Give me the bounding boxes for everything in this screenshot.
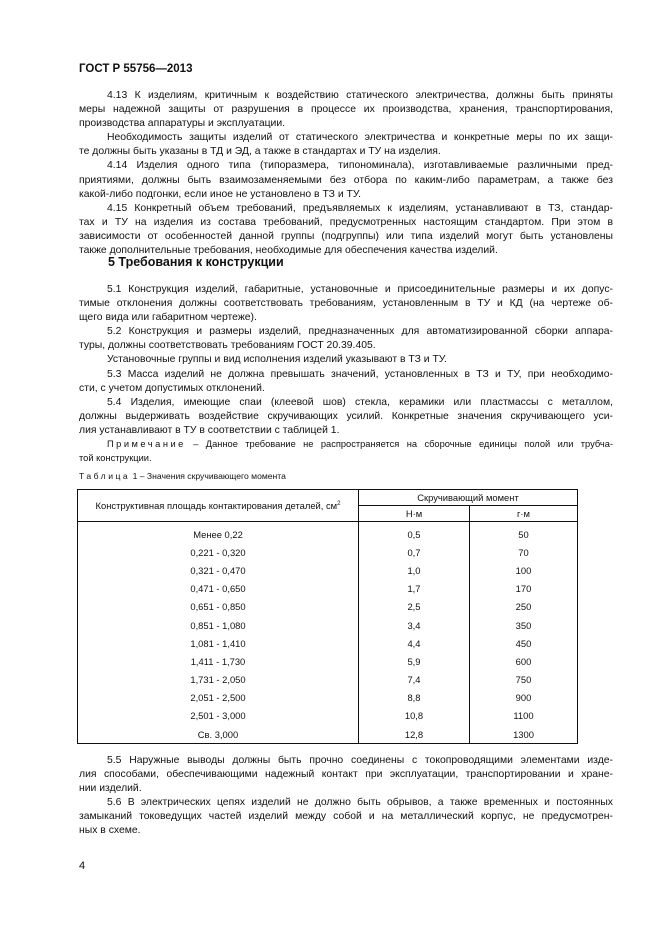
paragraph-line: сти, с учетом допустимых отклонений. <box>79 382 265 394</box>
paragraph-line: должны выдерживать воздействие скручиваю… <box>79 410 613 422</box>
col-area-header: Конструктивная площадь контактирования д… <box>77 489 359 522</box>
paragraph-line: туры, должны соответствовать требованиям… <box>79 340 376 352</box>
paragraph-line: щего вида или габаритном чертеже). <box>79 312 257 324</box>
torque-nm-cell: 0,5 <box>358 521 470 544</box>
torque-gm-cell: 250 <box>469 597 578 616</box>
torque-nm-cell: 0,7 <box>358 543 470 562</box>
section-5-continued: 5.5 Наружные выводы должны быть прочно с… <box>79 754 613 839</box>
note-label: Примечание <box>107 439 186 449</box>
torque-gm-cell: 350 <box>469 615 578 635</box>
torque-gm-cell: 1300 <box>469 725 578 745</box>
paragraph-line: также дополнительные требования, необход… <box>79 245 498 257</box>
paragraph-line: 4.15 Конкретный объем требований, предъя… <box>107 202 613 214</box>
table-row: Менее 0,22 0,5 50 <box>77 521 578 544</box>
paragraph-line: 5.5 Наружные выводы должны быть прочно с… <box>107 755 613 766</box>
table-row: Св. 3,000 12,8 1300 <box>77 725 578 745</box>
torque-nm-cell: 7,4 <box>358 670 470 689</box>
paragraph-line: лия способами, обеспечивающими надежный … <box>79 769 613 781</box>
torque-nm-cell: 4,4 <box>358 634 470 653</box>
area-cell: 1,081 - 1,410 <box>77 634 359 653</box>
paragraph-line: 5.3 Масса изделий не должна превышать зн… <box>107 368 613 380</box>
paragraph-line: 4.13 К изделиям, критичным к воздействию… <box>107 90 613 101</box>
torque-gm-cell: 70 <box>469 543 578 562</box>
paragraph-line: лия устанавливают в ТУ в соответствии с … <box>79 424 340 436</box>
area-cell: Менее 0,22 <box>77 521 359 544</box>
paragraph-line: ных в схеме. <box>79 825 141 837</box>
document-header: ГОСТ Р 55756—2013 <box>79 63 193 75</box>
note: Примечание – Данное требование не распро… <box>79 437 613 465</box>
note-line: Примечание – Данное требование не распро… <box>107 439 613 449</box>
paragraph-line: тимые отклонения должны соответствовать … <box>79 298 613 310</box>
paragraph-line: 5.6 В электрических цепях изделий не дол… <box>107 797 613 809</box>
area-cell: 1,411 - 1,730 <box>77 652 359 671</box>
paragraph-line: Необходимость защиты изделий от статичес… <box>107 132 613 144</box>
section-5-text: 5.1 Конструкция изделий, габаритные, уст… <box>79 283 613 438</box>
section-5-heading: 5 Требования к конструкции <box>108 255 284 269</box>
table-row: 1,731 - 2,050 7,4 750 <box>77 670 578 689</box>
torque-gm-cell: 170 <box>469 579 578 598</box>
table-caption: Таблица 1 – Значения скручивающего момен… <box>79 471 286 481</box>
torque-gm-cell: 750 <box>469 670 578 689</box>
table-row: 0,221 - 0,320 0,7 70 <box>77 543 578 562</box>
area-cell: 0,651 - 0,850 <box>77 597 359 616</box>
table-row: 2,501 - 3,000 10,8 1100 <box>77 706 578 726</box>
paragraph-line: Установочные группы и вид исполнения изд… <box>107 354 447 366</box>
col-group-header: Скручивающий момент <box>358 489 578 506</box>
torque-gm-cell: 900 <box>469 688 578 707</box>
area-cell: Св. 3,000 <box>77 725 359 745</box>
area-cell: 0,321 - 0,470 <box>77 561 359 580</box>
note-line: той конструкции. <box>79 453 152 464</box>
paragraph-line: нии изделий. <box>79 783 142 795</box>
area-cell: 2,501 - 3,000 <box>77 706 359 726</box>
paragraph-line: зависимости от особенностей данной групп… <box>79 230 613 242</box>
section-4-text: 4.13 К изделиям, критичным к воздействию… <box>79 89 613 258</box>
table-row: 0,651 - 0,850 2,5 250 <box>77 597 578 616</box>
paragraph-line: те должны быть указаны в ТД и ЭД, а такж… <box>79 146 441 158</box>
table-row: 0,471 - 0,650 1,7 170 <box>77 579 578 598</box>
torque-nm-cell: 8,8 <box>358 688 470 707</box>
torque-nm-cell: 1,7 <box>358 579 470 598</box>
col-gm-header: г·м <box>469 505 578 522</box>
torque-gm-cell: 100 <box>469 561 578 580</box>
page-number: 4 <box>79 860 86 872</box>
paragraph-line: производства аппаратуры и эксплуатации. <box>79 118 286 130</box>
torque-nm-cell: 2,5 <box>358 597 470 616</box>
paragraph-line: 5.1 Конструкция изделий, габаритные, уст… <box>107 284 613 295</box>
area-cell: 0,221 - 0,320 <box>77 543 359 562</box>
torque-table: Конструктивная площадь контактирования д… <box>77 489 578 745</box>
torque-nm-cell: 10,8 <box>358 706 470 726</box>
table-row: 1,411 - 1,730 5,9 600 <box>77 652 578 671</box>
torque-nm-cell: 5,9 <box>358 652 470 671</box>
paragraph-line: меры надежной защиты от разрушения в про… <box>79 104 613 116</box>
torque-gm-cell: 600 <box>469 652 578 671</box>
torque-nm-cell: 3,4 <box>358 615 470 635</box>
torque-gm-cell: 1100 <box>469 706 578 726</box>
torque-nm-cell: 1,0 <box>358 561 470 580</box>
torque-gm-cell: 450 <box>469 634 578 653</box>
paragraph-line: какой-либо подгонки, если иное не устано… <box>79 188 361 200</box>
area-cell: 2,051 - 2,500 <box>77 688 359 707</box>
table-row: 0,851 - 1,080 3,4 350 <box>77 615 578 635</box>
col-nm-header: Н·м <box>358 505 470 522</box>
paragraph-line: 5.4 Изделия, имеющие спаи (клеевой шов) … <box>107 396 613 408</box>
paragraph-line: приятиями, должны быть взаимозаменяемыми… <box>79 174 613 186</box>
torque-nm-cell: 12,8 <box>358 725 470 745</box>
paragraph-line: тах и ТУ на изделия из состава требовани… <box>79 216 613 228</box>
area-cell: 0,471 - 0,650 <box>77 579 359 598</box>
paragraph-line: замыканий токоведущих частей изделий меж… <box>79 811 613 823</box>
table-row: 2,051 - 2,500 8,8 900 <box>77 688 578 707</box>
area-cell: 0,851 - 1,080 <box>77 615 359 635</box>
torque-gm-cell: 50 <box>469 521 578 544</box>
paragraph-line: 4.14 Изделия одного типа (типоразмера, т… <box>107 160 613 172</box>
table-row: 1,081 - 1,410 4,4 450 <box>77 634 578 653</box>
table-row: 0,321 - 0,470 1,0 100 <box>77 561 578 580</box>
area-cell: 1,731 - 2,050 <box>77 670 359 689</box>
paragraph-line: 5.2 Конструкция и размеры изделий, предн… <box>107 326 613 338</box>
